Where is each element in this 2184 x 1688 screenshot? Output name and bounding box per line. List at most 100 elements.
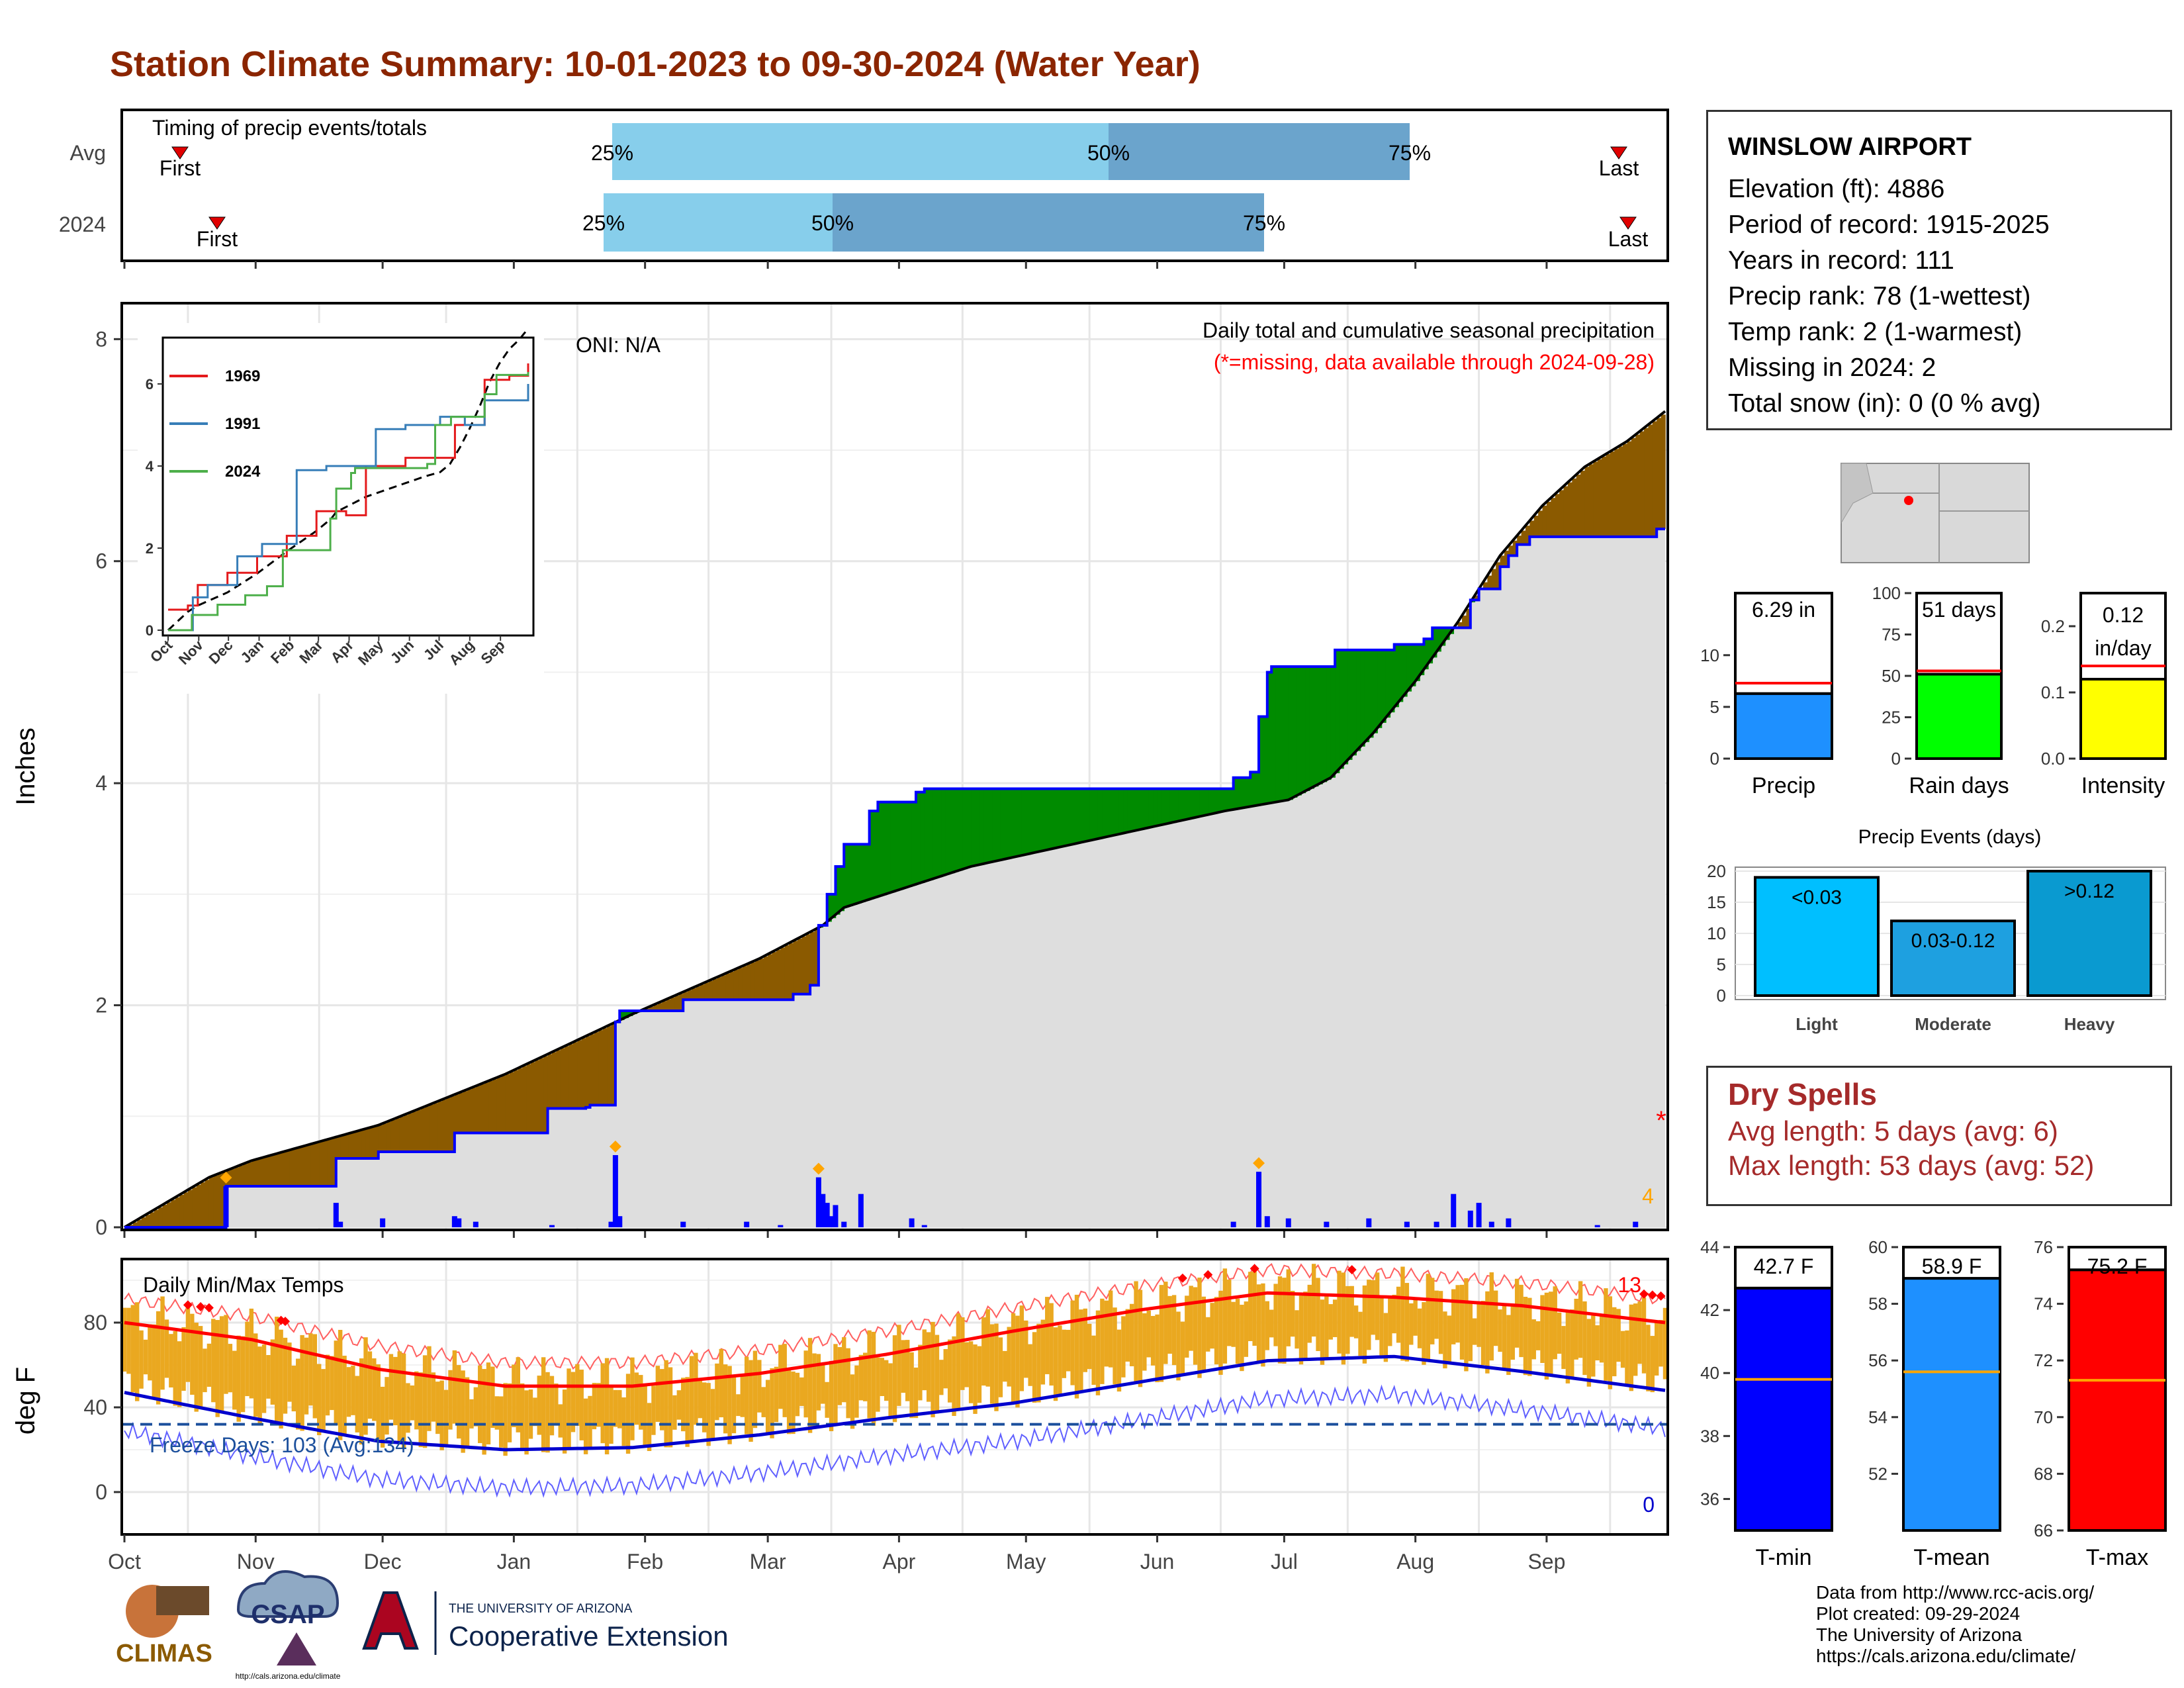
daily-temp-bar — [634, 1372, 639, 1425]
raindays-mini-tick-label: 50 — [1882, 666, 1901, 686]
tmin-bar-label-box — [1734, 1246, 1833, 1289]
tmean-bar-axis-label: T-mean — [1913, 1545, 1989, 1570]
events-tick-label: 0 — [1717, 986, 1726, 1006]
daily-temp-bar — [338, 1330, 343, 1440]
daily-temp-bar — [731, 1376, 737, 1434]
tmean-bar-label-box — [1902, 1246, 2001, 1280]
deficit-area — [1529, 520, 1535, 537]
surplus-area — [1203, 788, 1209, 816]
deficit-area — [332, 1138, 337, 1186]
deficit-area — [1496, 562, 1501, 589]
daily-precip-bar — [909, 1218, 915, 1227]
daily-temp-bar — [1286, 1269, 1291, 1346]
daily-temp-bar — [245, 1321, 250, 1397]
surplus-area — [1208, 788, 1213, 815]
deficit-area — [387, 1121, 392, 1152]
deficit-area — [243, 1164, 248, 1186]
daily-temp-bar — [181, 1327, 186, 1391]
deficit-area — [692, 988, 697, 1000]
timing-row-2024: 2024 — [59, 212, 106, 236]
tmin-bar-tick-label: 36 — [1700, 1489, 1719, 1509]
daily-temp-bar — [558, 1404, 563, 1438]
daily-precip-bar — [858, 1194, 864, 1227]
daily-temp-bar — [1523, 1296, 1528, 1376]
daily-temp-bar — [261, 1344, 267, 1413]
daily-temp-bar — [749, 1360, 753, 1442]
daily-temp-bar — [1328, 1304, 1333, 1340]
events-tick-label: 20 — [1707, 861, 1726, 881]
events-tick-label: 15 — [1707, 892, 1726, 912]
daily-temp-bar — [807, 1338, 813, 1433]
record-high-marker — [1347, 1265, 1357, 1275]
surplus-area — [1169, 788, 1175, 823]
deficit-area — [526, 1064, 531, 1133]
events-tick-label: 10 — [1707, 923, 1726, 943]
timing-pct-label: 50% — [1087, 141, 1130, 165]
raindays-mini-tick-label: 0 — [1891, 749, 1901, 769]
surplus-area — [1123, 788, 1128, 833]
surplus-area — [865, 844, 870, 901]
daily-temp-bar — [1392, 1294, 1396, 1334]
surplus-area — [1140, 788, 1146, 830]
surplus-area — [1064, 788, 1069, 847]
daily-temp-bar — [1100, 1298, 1105, 1384]
daily-temp-bar — [1040, 1319, 1046, 1385]
surplus-area — [895, 802, 900, 892]
daily-temp-bar — [1480, 1301, 1486, 1366]
deficit-area — [314, 1143, 320, 1186]
daily-temp-bar — [1193, 1287, 1198, 1365]
daily-temp-bar — [689, 1356, 694, 1443]
daily-temp-bar — [736, 1394, 741, 1417]
daily-temp-bar — [1485, 1291, 1490, 1374]
daily-temp-bar — [1629, 1304, 1634, 1391]
daily-temp-bar — [1222, 1268, 1228, 1364]
daily-temp-bar — [130, 1305, 135, 1393]
deficit-area — [1635, 434, 1641, 537]
deficit-area — [336, 1137, 341, 1159]
surplus-area — [1034, 788, 1040, 853]
timing-label: Timing of precip events/totals — [152, 116, 427, 140]
temp-label: Daily Min/Max Temps — [143, 1273, 343, 1297]
daily-temp-bar — [359, 1358, 364, 1445]
surplus-area — [1017, 788, 1023, 857]
deficit-area — [1597, 459, 1602, 537]
daily-temp-bar — [194, 1323, 199, 1412]
surplus-area — [945, 788, 950, 875]
daily-temp-bar — [249, 1308, 254, 1399]
daily-temp-bar — [1493, 1290, 1498, 1346]
daily-temp-bar — [1045, 1297, 1050, 1374]
events-bar-label: 0.03-0.12 — [1911, 930, 1995, 952]
surplus-area — [971, 788, 976, 867]
daily-temp-bar — [1125, 1309, 1130, 1362]
inset-legend: 1969 1991 2024 — [169, 367, 261, 481]
month-label: Feb — [627, 1550, 663, 1573]
deficit-area — [179, 1194, 185, 1227]
csap-mountain-icon — [277, 1632, 316, 1665]
daily-precip-bar — [1324, 1221, 1330, 1227]
map-frame — [1841, 463, 2030, 563]
deficit-area — [264, 1157, 269, 1186]
daily-temp-bar — [270, 1339, 275, 1405]
daily-temp-bar — [1011, 1313, 1016, 1404]
ua-logo: THE UNIVERSITY OF ARIZONA Cooperative Ex… — [362, 1591, 729, 1655]
extreme-event-marker — [1253, 1157, 1265, 1170]
daily-temp-bar — [198, 1326, 203, 1409]
daily-temp-bar — [296, 1358, 300, 1430]
surplus-area — [915, 792, 921, 884]
daily-temp-bar — [490, 1366, 495, 1429]
daily-temp-bar — [901, 1340, 905, 1393]
temp-ylabel: deg F — [11, 1367, 40, 1434]
deficit-area — [348, 1133, 354, 1159]
daily-temp-bar — [1290, 1291, 1295, 1337]
daily-temp-bar — [1353, 1305, 1359, 1338]
daily-precip-bar — [1451, 1194, 1457, 1227]
daily-temp-bar — [228, 1344, 233, 1393]
surplus-area — [996, 788, 1001, 861]
tmean-bar-bar — [1902, 1277, 2001, 1532]
daily-precip-bar — [338, 1221, 343, 1227]
deficit-area — [700, 984, 705, 1000]
daily-temp-bar — [604, 1358, 610, 1455]
daily-temp-bar — [346, 1367, 351, 1417]
daily-temp-bar — [913, 1367, 919, 1419]
daily-precip-bar — [1366, 1218, 1372, 1227]
